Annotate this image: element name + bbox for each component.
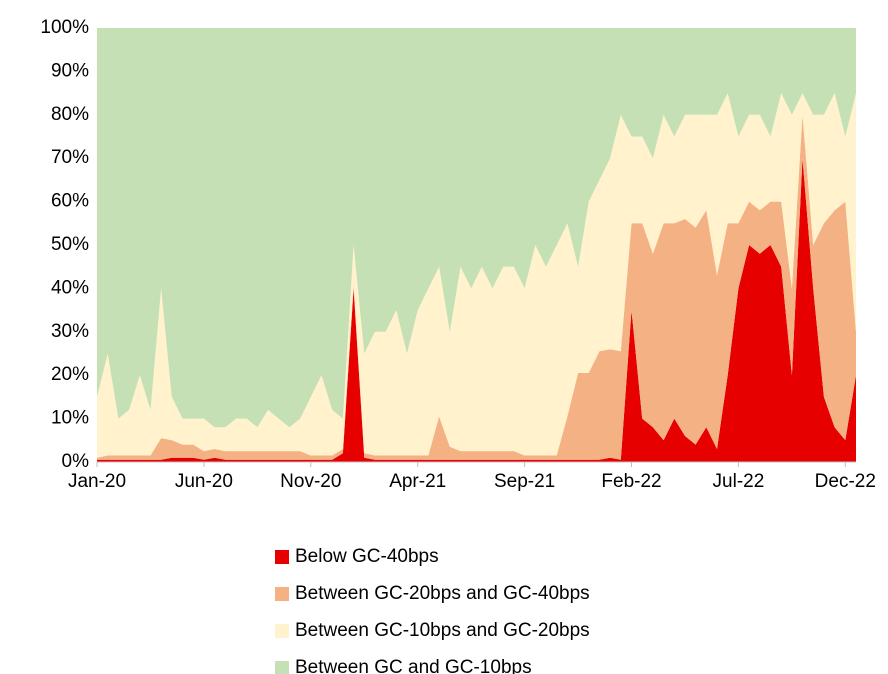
y-tick-label: 100% [40,17,89,38]
x-tick-label: Jul-22 [713,471,765,492]
legend-label: Below GC-40bps [295,546,439,567]
y-tick-label: 50% [51,234,89,255]
x-tick-label: Feb-22 [601,471,661,492]
legend-swatch [275,550,289,564]
legend-label: Between GC-20bps and GC-40bps [295,583,590,604]
area [97,114,856,460]
x-tick-label: Jan-20 [68,471,126,492]
x-tick-label: Apr-21 [389,471,446,492]
x-tick-label: Nov-20 [280,471,341,492]
legend-swatch [275,624,289,638]
legend-swatch [275,587,289,601]
area [97,28,856,428]
legend-swatch [275,661,289,674]
x-tick-label: Jun-20 [175,471,233,492]
legend-label: Between GC and GC-10bps [295,657,532,674]
y-tick-label: 10% [51,408,89,429]
y-tick-label: 90% [51,60,89,81]
y-tick-label: 70% [51,147,89,168]
y-tick-label: 20% [51,364,89,385]
y-tick-label: 60% [51,191,89,212]
y-tick-label: 80% [51,104,89,125]
x-tick-label: Sep-21 [494,471,555,492]
area [97,93,856,458]
x-tick-label: Dec-22 [815,471,876,492]
y-tick-label: 30% [51,321,89,342]
legend-label: Between GC-10bps and GC-20bps [295,620,590,641]
y-tick-label: 0% [62,451,90,472]
area [97,158,856,462]
y-tick-label: 40% [51,277,89,298]
